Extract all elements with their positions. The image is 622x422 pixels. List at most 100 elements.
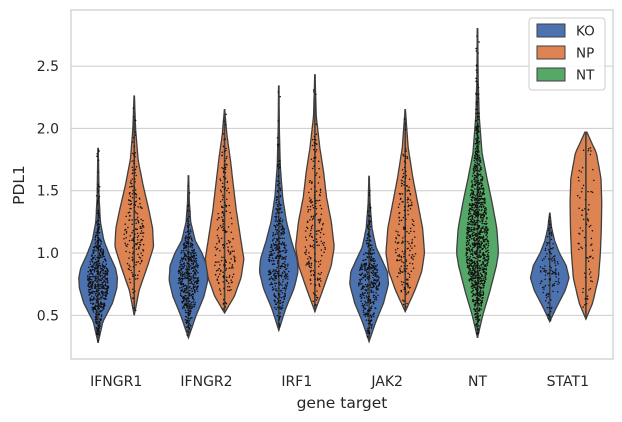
data-point (91, 306, 93, 309)
legend-label: KO (576, 24, 595, 40)
data-point (187, 225, 190, 228)
data-point (190, 246, 192, 248)
data-point (584, 199, 587, 201)
data-point (319, 218, 322, 220)
data-point (477, 181, 479, 184)
data-point (472, 294, 474, 297)
data-point (476, 188, 478, 190)
data-point (474, 213, 476, 216)
data-point (478, 307, 481, 310)
data-point (94, 245, 96, 248)
data-point (473, 177, 476, 179)
data-point (306, 221, 309, 224)
data-point (99, 301, 102, 303)
data-point (315, 202, 317, 205)
data-point (105, 291, 107, 294)
data-point (279, 290, 282, 292)
data-point (219, 189, 222, 191)
data-point (590, 237, 593, 240)
data-point (273, 272, 276, 275)
data-point (282, 301, 285, 303)
data-point (367, 214, 370, 217)
data-point (225, 147, 227, 150)
data-point (95, 249, 97, 252)
data-point (132, 185, 134, 187)
data-point (364, 279, 367, 281)
data-point (470, 273, 472, 275)
data-point (180, 289, 182, 292)
data-point (103, 292, 106, 294)
data-point (278, 318, 281, 320)
data-point (127, 211, 130, 214)
data-point (370, 291, 373, 294)
data-point (132, 265, 135, 268)
data-point (189, 325, 192, 327)
data-point (279, 204, 282, 207)
data-point (371, 247, 373, 249)
data-point (196, 280, 199, 283)
data-point (95, 321, 97, 323)
data-point (403, 206, 406, 208)
data-point (92, 311, 95, 313)
data-point (313, 138, 316, 140)
data-point (482, 284, 484, 286)
data-point (186, 274, 188, 277)
data-point (193, 283, 195, 286)
data-point (181, 280, 183, 283)
data-point (477, 264, 479, 266)
data-point (185, 249, 187, 252)
data-point (361, 305, 363, 307)
data-point (549, 316, 551, 318)
data-point (317, 272, 320, 275)
data-point (186, 287, 188, 289)
data-point (135, 248, 138, 250)
data-point (188, 286, 191, 289)
data-point (473, 165, 475, 168)
data-point (277, 292, 280, 295)
data-point (304, 246, 307, 248)
data-point (476, 64, 478, 66)
data-point (181, 278, 184, 281)
data-point (474, 316, 477, 319)
data-point (280, 289, 283, 292)
data-point (97, 308, 99, 310)
data-point (139, 241, 141, 244)
data-point (274, 257, 277, 260)
data-point (475, 108, 477, 111)
data-point (98, 259, 100, 262)
data-point (546, 244, 548, 246)
data-point (179, 281, 182, 283)
data-point (471, 184, 474, 187)
data-point (310, 264, 313, 266)
data-point (304, 230, 307, 232)
data-point (133, 153, 136, 156)
data-point (312, 300, 314, 303)
data-point (369, 283, 371, 286)
data-point (469, 204, 472, 206)
data-point (95, 281, 98, 283)
data-point (477, 279, 479, 282)
data-point (478, 254, 481, 257)
data-point (281, 211, 283, 213)
data-point (91, 287, 94, 289)
data-point (465, 254, 467, 257)
data-point (279, 226, 281, 228)
data-point (319, 263, 321, 266)
data-point (371, 286, 374, 289)
data-point (480, 287, 482, 289)
data-point (481, 220, 484, 222)
data-point (95, 309, 98, 312)
data-point (225, 157, 228, 160)
data-point (274, 276, 276, 278)
data-point (280, 306, 282, 308)
data-point (579, 196, 581, 199)
data-point (404, 188, 406, 190)
data-point (317, 278, 319, 281)
data-point (406, 185, 409, 187)
data-point (97, 313, 99, 316)
data-point (413, 230, 415, 233)
data-point (182, 250, 185, 252)
data-point (307, 258, 309, 260)
data-point (468, 203, 471, 205)
data-point (545, 297, 548, 299)
